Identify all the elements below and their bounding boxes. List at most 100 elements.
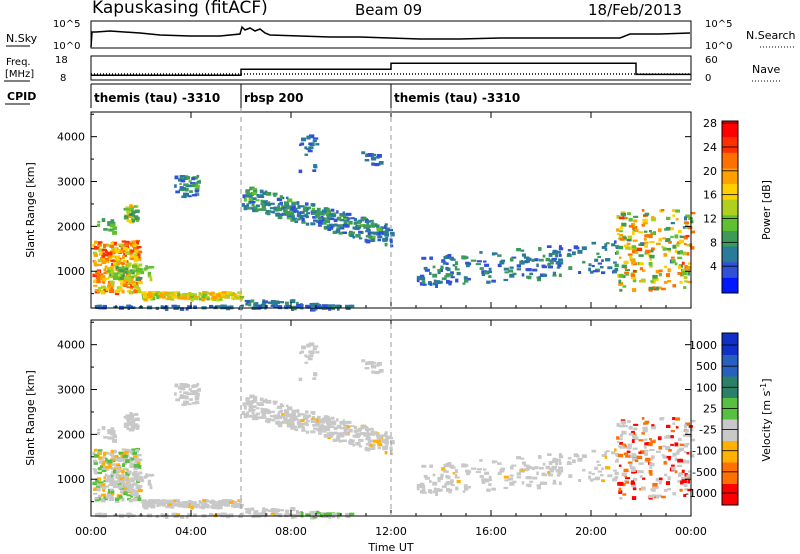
power-echo-cell: [620, 211, 626, 214]
velocity-echo-cell: [686, 460, 690, 464]
power-echo-cell: [524, 260, 530, 263]
velocity-echo-cell: [128, 427, 134, 432]
velocity-echo-cell: [632, 454, 638, 459]
power-echo-cell: [281, 212, 287, 216]
velocity-echo-cell: [299, 351, 302, 355]
velocity-echo-cell: [170, 506, 175, 509]
velocity-echo-cell: [185, 503, 191, 507]
velocity-echo-cell: [567, 457, 572, 460]
velocity-echo-cell: [624, 475, 628, 478]
power-echo-cell: [330, 214, 336, 218]
power-echo-cell: [370, 156, 377, 161]
power-echo-cell: [630, 273, 636, 277]
power-echo-cell: [616, 228, 620, 232]
velocity-echo-cell: [552, 458, 558, 462]
power-echo-cell: [618, 273, 624, 278]
power-echo-cell: [536, 276, 540, 279]
velocity-echo-cell: [622, 425, 628, 428]
velocity-echo-cell: [328, 515, 332, 519]
velocity-echo-cell: [442, 469, 447, 473]
velocity-echo-cell: [638, 439, 644, 442]
freq-left-tick-bottom: 8: [60, 73, 66, 84]
power-echo-cell: [142, 291, 147, 295]
power-echo-cell: [279, 195, 283, 199]
velocity-echo-cell: [326, 421, 329, 425]
velocity-echo-cell: [314, 513, 321, 517]
velocity-echo-cell: [173, 499, 179, 503]
velocity-echo-cell: [291, 419, 295, 424]
power-echo-cell: [111, 269, 115, 273]
power-echo-cell: [120, 282, 125, 286]
velocity-echo-cell: [129, 477, 135, 481]
velocity-echo-cell: [384, 433, 387, 437]
power-echo-cell: [306, 147, 312, 150]
velocity-echo-cell: [556, 474, 561, 477]
velocity-echo-cell: [328, 421, 333, 424]
velocity-echo-cell: [115, 457, 120, 462]
power-echo-cell: [190, 292, 194, 296]
power-echo-cell: [93, 253, 98, 257]
velocity-echo-cell: [550, 468, 554, 473]
velocity-echo-cell: [196, 382, 200, 386]
velocity-echo-cell: [126, 482, 131, 487]
power-echo-cell: [645, 249, 651, 254]
power-echo-cell: [274, 300, 280, 305]
power-echo-cell: [526, 268, 532, 272]
velocity-echo-cell: [568, 474, 573, 478]
power-echo-cell: [529, 272, 534, 275]
velocity-echo-cell: [118, 451, 124, 455]
power-echo-cell: [509, 266, 514, 269]
power-echo-cell: [112, 226, 117, 231]
velocity-echo-cell: [488, 475, 492, 480]
velocity-echo-cell: [591, 472, 595, 476]
velocity-echo-cell: [607, 474, 613, 478]
power-echo-cell: [292, 217, 298, 220]
power-echo-cell: [315, 143, 320, 146]
velocity-echo-cell: [279, 403, 283, 407]
velocity-echo-cell: [596, 460, 600, 463]
velocity-echo-cell: [128, 423, 132, 426]
velocity-echo-cell: [618, 490, 623, 494]
power-echo-cell: [619, 230, 623, 233]
y-tick-label: 3000: [57, 176, 85, 189]
power-echo-cell: [221, 291, 227, 294]
velocity-echo-cell: [130, 479, 135, 483]
power-echo-cell: [134, 209, 140, 214]
power-echo-cell: [94, 240, 98, 244]
velocity-echo-cell: [134, 424, 140, 429]
power-echo-cell: [221, 305, 225, 308]
power-echo-cell: [541, 264, 546, 268]
velocity-echo-cell: [98, 481, 104, 484]
velocity-echo-cell: [243, 414, 248, 419]
velocity-echo-cell: [330, 416, 335, 420]
power-echo-cell: [388, 229, 393, 232]
power-echo-cell: [106, 243, 110, 247]
velocity-echo-cell: [614, 471, 619, 476]
power-echo-cell: [607, 266, 613, 270]
power-echo-cell: [516, 268, 522, 271]
velocity-echo-cell: [145, 473, 148, 477]
power-echo-cell: [521, 253, 526, 257]
power-echo-cell: [281, 207, 286, 210]
velocity-echo-cell: [246, 411, 249, 415]
power-echo-cell: [547, 265, 553, 269]
power-echo-cell: [616, 233, 620, 236]
power-echo-cell: [122, 259, 127, 263]
velocity-echo-cell: [125, 473, 130, 477]
velocity-echo-cell: [365, 428, 371, 431]
power-echo-cell: [366, 222, 370, 226]
power-echo-cell: [92, 243, 96, 248]
power-echo-cell: [621, 264, 627, 269]
power-echo-cell: [308, 206, 311, 210]
velocity-echo-cell: [620, 420, 626, 424]
velocity-echo-cell: [642, 429, 648, 433]
velocity-echo-cell: [301, 428, 306, 432]
velocity-echo-cell: [155, 499, 160, 502]
power-echo-cell: [684, 265, 688, 269]
velocity-echo-cell: [628, 454, 633, 459]
power-echo-cell: [292, 307, 297, 311]
velocity-echo-cell: [655, 450, 661, 453]
velocity-echo-cell: [124, 423, 129, 427]
power-echo-cell: [497, 263, 502, 268]
power-echo-cell: [147, 272, 151, 276]
